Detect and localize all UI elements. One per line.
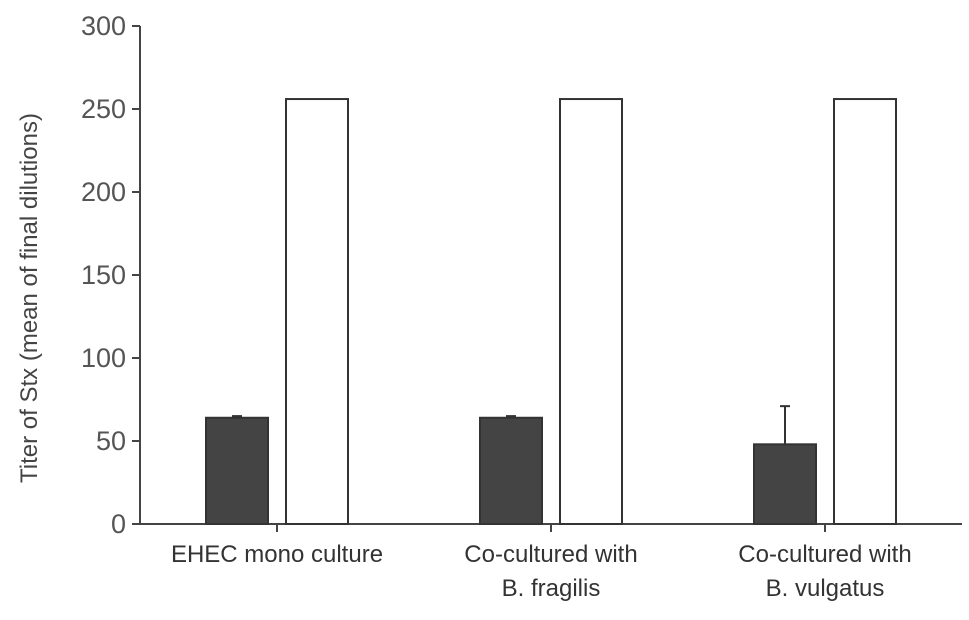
bar-series-2-cat-1 bbox=[285, 98, 349, 525]
bar-series-2-cat-2 bbox=[559, 98, 623, 525]
bar-series-2-cat-3 bbox=[833, 98, 897, 525]
y-tick-label: 0 bbox=[111, 509, 126, 539]
bar-series-1-cat-3 bbox=[753, 443, 817, 526]
x-axis bbox=[140, 523, 962, 532]
category-labels: EHEC mono culture Co-cultured with B. frag… bbox=[171, 541, 912, 602]
x-category-label: EHEC mono culture bbox=[171, 541, 383, 568]
y-tick-label: 50 bbox=[96, 426, 126, 456]
bars bbox=[205, 98, 897, 526]
bar-series-1-cat-1 bbox=[205, 416, 269, 526]
y-axis-title: Titer of Stx (mean of final dilutions) bbox=[16, 113, 43, 483]
y-axis: 0 50 100 150 200 250 300 bbox=[81, 11, 141, 539]
y-tick-label: 300 bbox=[81, 11, 126, 41]
x-category-label: Co-cultured with bbox=[738, 541, 911, 568]
y-tick-label: 150 bbox=[81, 260, 126, 290]
x-category-label: Co-cultured with bbox=[464, 541, 637, 568]
y-tick-label: 250 bbox=[81, 94, 126, 124]
x-category-label: B. vulgatus bbox=[766, 575, 885, 602]
y-tick-label: 100 bbox=[81, 343, 126, 373]
error-bars bbox=[232, 405, 790, 445]
bar-series-1-cat-2 bbox=[479, 416, 543, 526]
y-tick-label: 200 bbox=[81, 177, 126, 207]
x-category-label: B. fragilis bbox=[502, 575, 601, 602]
